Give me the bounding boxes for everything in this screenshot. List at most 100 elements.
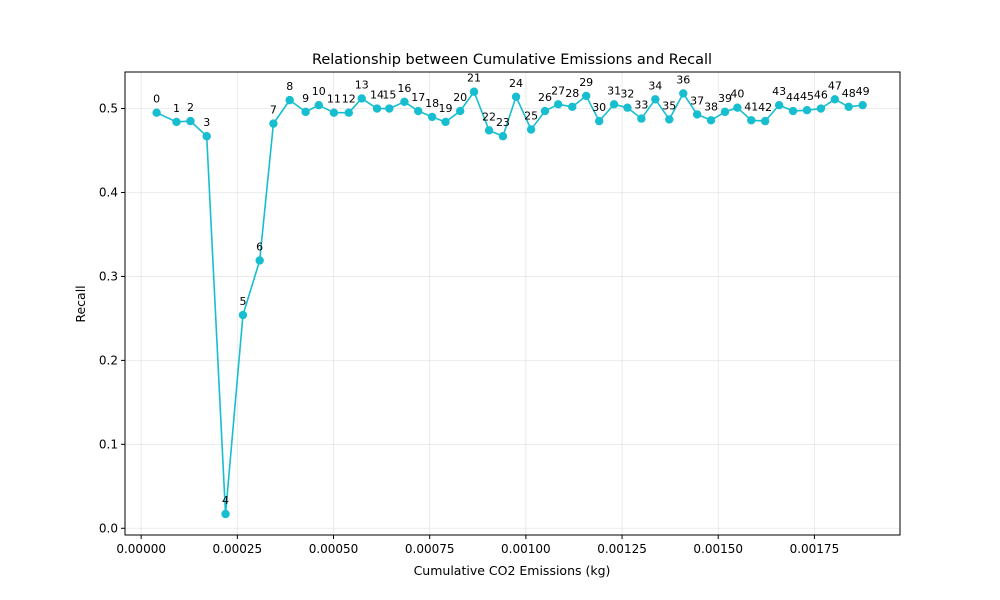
data-point xyxy=(152,108,161,117)
x-tick-label: 0.00150 xyxy=(693,542,743,556)
data-point xyxy=(484,126,494,135)
data-point xyxy=(706,116,716,125)
data-point xyxy=(844,102,853,112)
point-label: 20 xyxy=(453,91,467,104)
data-point xyxy=(774,100,784,110)
x-axis-ticks: 0.00000 0.00025 0.00050 0.00075 0.00100 0.001… xyxy=(116,535,839,556)
point-label: 38 xyxy=(704,100,718,113)
point-label: 48 xyxy=(842,87,856,100)
point-label: 19 xyxy=(439,102,453,115)
data-point xyxy=(637,114,646,123)
x-tick-label: 0.00100 xyxy=(501,542,551,556)
point-label: 46 xyxy=(814,89,828,102)
y-tick-label: 0.4 xyxy=(99,185,118,199)
x-tick-label: 0.00050 xyxy=(309,542,359,556)
series-line xyxy=(156,90,863,515)
data-point xyxy=(221,509,230,519)
plot-frame xyxy=(124,71,901,536)
point-label: 0 xyxy=(153,93,160,106)
x-tick-label: 0.00075 xyxy=(405,542,455,556)
data-point xyxy=(372,104,382,113)
data-point xyxy=(301,107,310,117)
data-point xyxy=(357,94,366,103)
point-label: 45 xyxy=(800,90,814,103)
data-point xyxy=(511,92,521,101)
x-tick-label: 0.00175 xyxy=(790,542,840,556)
point-label: 3 xyxy=(203,116,210,129)
data-point xyxy=(455,106,465,116)
point-label: 11 xyxy=(327,93,341,106)
point-label: 27 xyxy=(551,84,565,97)
point-label: 22 xyxy=(482,110,496,123)
point-label: 39 xyxy=(718,92,732,105)
point-label: 24 xyxy=(509,77,523,90)
x-axis-title: Cumulative CO2 Emissions (kg) xyxy=(414,563,611,578)
point-label: 43 xyxy=(772,85,786,98)
point-label: 25 xyxy=(524,110,538,123)
data-point xyxy=(747,116,756,125)
series-layer xyxy=(152,87,867,519)
point-label: 13 xyxy=(355,78,369,91)
data-point xyxy=(172,117,181,127)
point-label: 23 xyxy=(496,116,510,129)
data-point xyxy=(526,125,536,134)
data-point xyxy=(802,105,812,115)
y-axis-title: Recall xyxy=(73,285,88,322)
y-tick-label: 0.3 xyxy=(99,269,118,283)
data-point xyxy=(400,97,409,107)
point-label: 44 xyxy=(786,91,800,104)
point-label: 6 xyxy=(256,240,263,253)
data-point xyxy=(830,95,840,104)
data-point xyxy=(441,117,450,127)
data-point xyxy=(692,110,702,119)
point-label: 16 xyxy=(397,82,411,95)
point-label: 1 xyxy=(173,102,180,115)
point-label: 35 xyxy=(662,99,676,112)
point-label: 15 xyxy=(382,89,396,102)
point-label: 18 xyxy=(425,97,439,110)
data-point xyxy=(186,116,195,126)
data-point xyxy=(414,106,423,116)
y-tick-label: 0.1 xyxy=(99,437,118,451)
point-label: 29 xyxy=(579,76,593,89)
point-label: 49 xyxy=(856,85,870,98)
x-tick-label: 0.00000 xyxy=(116,542,166,556)
data-point xyxy=(651,95,660,104)
point-label: 36 xyxy=(676,73,690,86)
point-label: 31 xyxy=(607,84,621,97)
data-point xyxy=(720,107,730,117)
data-point xyxy=(427,112,437,122)
data-point xyxy=(665,115,674,124)
point-label: 21 xyxy=(467,72,481,85)
point-label: 14 xyxy=(370,89,384,102)
point-label: 7 xyxy=(270,104,277,117)
point-label: 37 xyxy=(690,94,704,107)
data-point xyxy=(469,87,479,96)
data-point xyxy=(816,104,826,113)
data-point xyxy=(540,106,550,116)
y-tick-label: 0.2 xyxy=(99,353,118,367)
data-point xyxy=(553,100,563,109)
data-point xyxy=(285,95,294,105)
point-label: 33 xyxy=(634,99,648,112)
data-point xyxy=(344,108,353,117)
data-point xyxy=(594,116,604,126)
data-point xyxy=(581,91,591,101)
point-label: 47 xyxy=(828,79,842,92)
x-tick-label: 0.00025 xyxy=(213,542,263,556)
y-axis-ticks: 0.0 0.1 0.2 0.3 0.4 0.5 xyxy=(99,102,125,535)
data-point xyxy=(255,256,264,265)
data-point xyxy=(498,132,508,141)
point-label: 40 xyxy=(730,88,744,101)
point-label: 30 xyxy=(592,101,606,114)
point-label: 9 xyxy=(302,92,309,105)
chart-title: Relationship between Cumulative Emission… xyxy=(312,52,712,68)
point-label: 5 xyxy=(239,295,246,308)
data-point xyxy=(760,116,770,126)
data-point xyxy=(329,108,339,117)
data-point xyxy=(314,100,323,110)
data-point xyxy=(385,104,394,113)
data-point xyxy=(733,103,742,112)
